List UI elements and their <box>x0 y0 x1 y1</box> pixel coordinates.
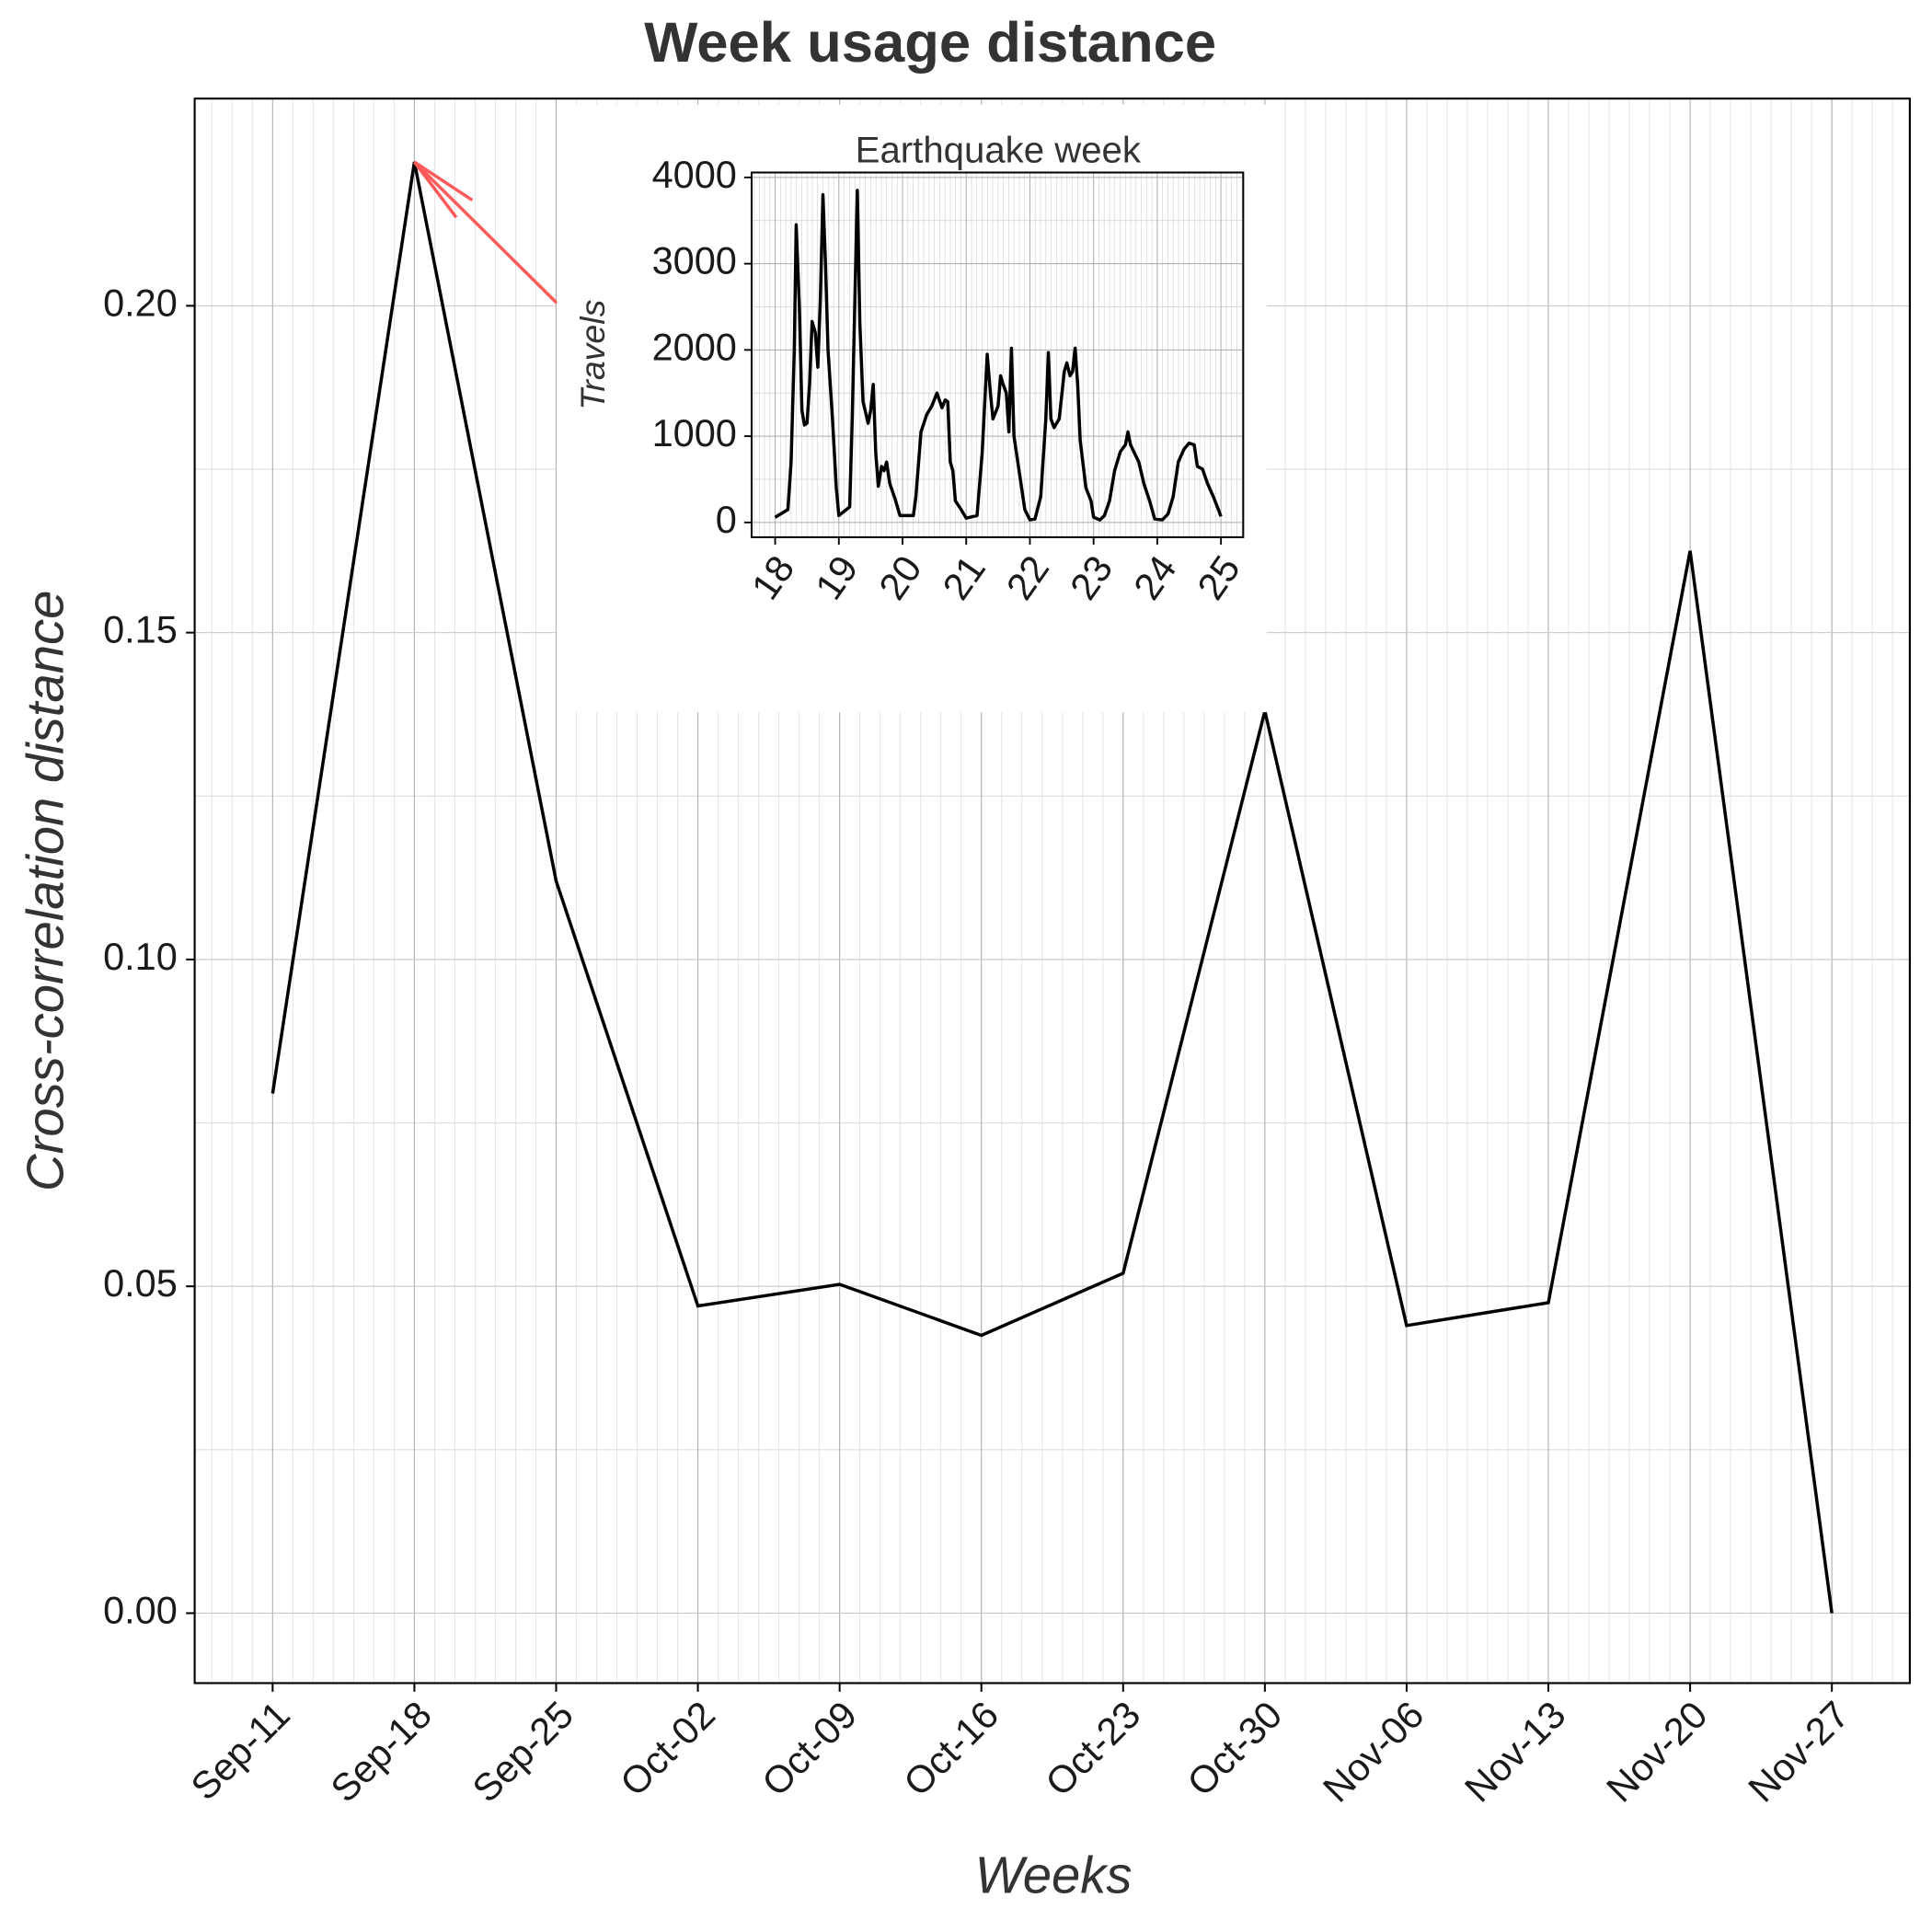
y-tick-label: 0.00 <box>103 1588 178 1631</box>
plot-frame <box>193 98 1911 1685</box>
y-tick-label: 1000 <box>652 411 737 454</box>
y-tick-label: 0.20 <box>103 281 178 324</box>
x-axis-title: Weeks <box>975 1846 1133 1903</box>
y-tick-label: 0 <box>716 498 737 541</box>
annotation-arrow <box>413 160 558 305</box>
y-tick-label: 0.05 <box>103 1261 178 1305</box>
inset-frame <box>750 171 1245 538</box>
y-tick-label: 3000 <box>652 239 737 282</box>
y-tick-label: 0.15 <box>103 608 178 651</box>
inset-y-axis-title: Travels <box>573 300 612 410</box>
y-tick-label: 4000 <box>652 153 737 196</box>
y-tick-label: 0.10 <box>103 935 178 978</box>
inset-title: Earthquake week <box>856 130 1142 171</box>
arrow <box>413 160 558 305</box>
chart-title: Week usage distance <box>644 11 1216 75</box>
y-tick-label: 2000 <box>652 325 737 368</box>
line <box>270 161 1834 1614</box>
line <box>774 189 1223 522</box>
y-axis-title: Cross-correlation distance <box>16 591 74 1191</box>
